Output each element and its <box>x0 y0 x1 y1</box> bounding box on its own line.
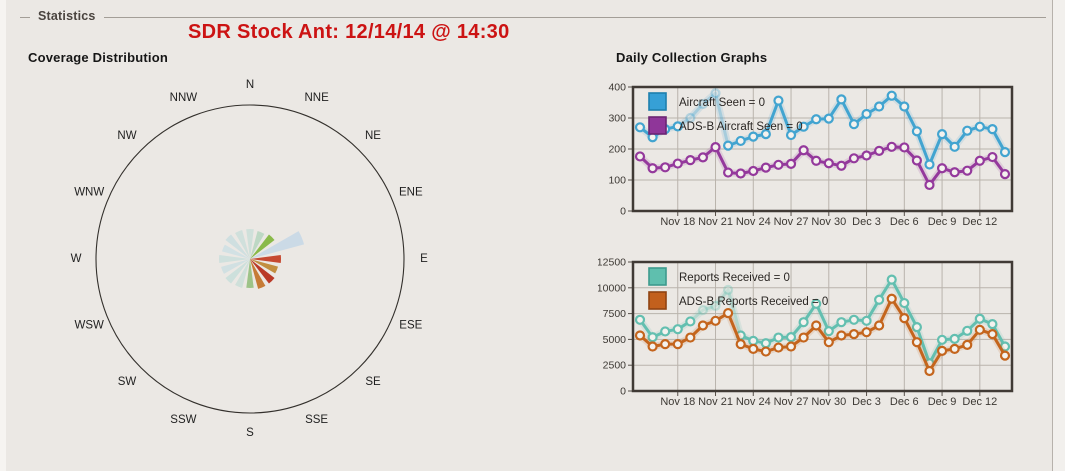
compass-label-nne: NNE <box>304 92 329 104</box>
compass-label-ssw: SSW <box>170 414 196 426</box>
coverage-wedge-ssw <box>235 259 250 288</box>
y-axis-tick-label: 2500 <box>603 360 627 372</box>
legend-label: ADS-B Aircraft Seen = 0 <box>679 121 803 133</box>
compass-label-wsw: WSW <box>75 320 105 332</box>
x-axis-tick-label: Nov 27 <box>774 396 809 408</box>
compass-label-nw: NW <box>117 130 136 142</box>
coverage-wedge-w <box>218 255 250 263</box>
y-axis-tick-label: 5000 <box>603 334 627 346</box>
coverage-wedge-s <box>246 259 254 288</box>
coverage-wedge-e <box>250 255 282 263</box>
coverage-wedge-n <box>246 228 254 259</box>
y-axis-tick-label: 0 <box>620 206 626 218</box>
compass-label-sse: SSE <box>305 414 328 426</box>
legend-swatch <box>648 267 667 286</box>
statistics-fieldset-legend: Statistics <box>30 9 104 23</box>
coverage-wedge-nw <box>225 234 250 259</box>
y-axis-tick-label: 300 <box>608 113 626 125</box>
legend-swatch <box>648 291 667 310</box>
y-axis-tick-label: 100 <box>608 175 626 187</box>
daily-collection-heading: Daily Collection Graphs <box>616 50 768 65</box>
x-axis-tick-label: Nov 21 <box>698 396 733 408</box>
x-axis-tick-label: Nov 24 <box>736 216 771 228</box>
legend-swatch <box>648 116 667 135</box>
x-axis-tick-label: Nov 18 <box>660 216 695 228</box>
coverage-wedge-se <box>250 259 275 284</box>
statistics-fieldset-border <box>20 17 1046 18</box>
x-axis-tick-label: Nov 21 <box>698 216 733 228</box>
compass-label-nnw: NNW <box>170 92 198 104</box>
x-axis-tick-label: Nov 18 <box>660 396 695 408</box>
legend-label: Aircraft Seen = 0 <box>679 97 765 109</box>
coverage-compass-rose-chart: N NNE NE ENE E ESE SE SSE S SSW SW WSW W WNW NW NNW <box>71 79 429 439</box>
x-axis-tick-label: Dec 3 <box>852 396 881 408</box>
x-axis-tick-label: Dec 9 <box>928 216 957 228</box>
x-axis-tick-label: Dec 3 <box>852 216 881 228</box>
legend-label: ADS-B Reports Received = 0 <box>679 296 828 308</box>
x-axis-tick-label: Nov 27 <box>774 216 809 228</box>
x-axis-tick-label: Dec 12 <box>962 396 997 408</box>
compass-label-wnw: WNW <box>74 186 104 198</box>
x-axis-tick-label: Dec 9 <box>928 396 957 408</box>
coverage-wedge-ene <box>250 231 305 259</box>
compass-label-sw: SW <box>118 376 137 388</box>
y-axis-tick-label: 12500 <box>598 257 626 269</box>
legend-label: Reports Received = 0 <box>679 272 790 284</box>
page-title: SDR Stock Ant: 12/14/14 @ 14:30 <box>188 21 510 43</box>
coverage-wedge-wsw <box>221 259 250 274</box>
x-axis-tick-label: Dec 6 <box>890 216 919 228</box>
x-axis-tick-label: Nov 30 <box>811 216 846 228</box>
compass-label-w: W <box>71 253 82 265</box>
y-axis-tick-label: 200 <box>608 144 626 156</box>
compass-label-s: S <box>246 427 254 439</box>
legend-swatch <box>648 92 667 111</box>
y-axis-tick-label: 400 <box>608 82 626 94</box>
compass-label-se: SE <box>365 376 381 388</box>
x-axis-tick-label: Dec 6 <box>890 396 919 408</box>
coverage-wedge-sw <box>225 259 250 284</box>
coverage-wedge-sse <box>250 259 266 289</box>
x-axis-tick-label: Dec 12 <box>962 216 997 228</box>
coverage-wedge-nnw <box>235 230 250 259</box>
coverage-distribution-heading: Coverage Distribution <box>28 50 168 65</box>
x-axis-tick-label: Nov 24 <box>736 396 771 408</box>
compass-label-ese: ESE <box>399 320 422 332</box>
page-left-edge <box>0 0 6 471</box>
page-right-edge <box>1053 0 1065 471</box>
panel-right-border <box>1052 0 1053 471</box>
y-axis-tick-label: 7500 <box>603 308 627 320</box>
coverage-wedge-nne <box>250 231 265 259</box>
compass-label-ene: ENE <box>399 186 423 198</box>
x-axis-tick-label: Nov 30 <box>811 396 846 408</box>
coverage-wedge-ese <box>250 259 278 274</box>
compass-label-n: N <box>246 79 254 91</box>
compass-label-ne: NE <box>365 130 381 142</box>
y-axis-tick-label: 10000 <box>598 282 626 294</box>
y-axis-tick-label: 0 <box>620 386 626 398</box>
compass-label-e: E <box>420 253 428 265</box>
coverage-wedge-ne <box>250 234 275 259</box>
aircraft-seen-line-chart: 0 100 200 300 400 Nov 18 Nov 21 Nov 24 Nov 27 Nov… <box>608 82 1014 228</box>
coverage-wedge-wnw <box>222 244 250 259</box>
